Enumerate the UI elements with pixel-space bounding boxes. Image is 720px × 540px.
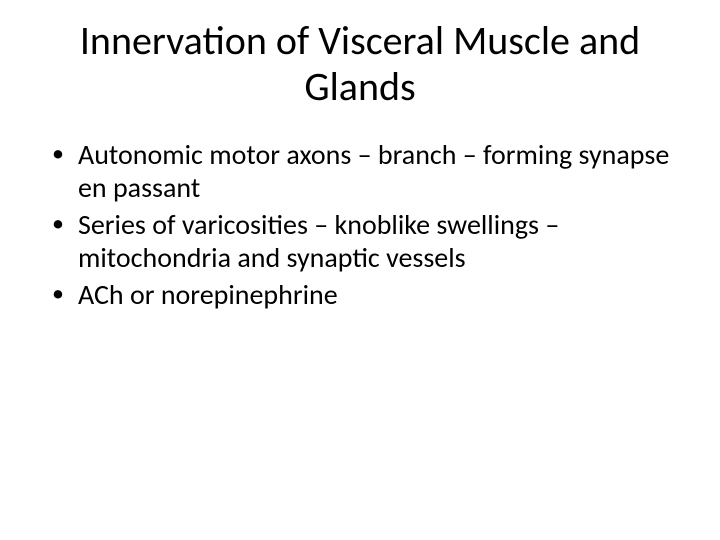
list-item: ACh or norepinephrine bbox=[48, 278, 672, 311]
bullet-list: Autonomic motor axons – branch – forming… bbox=[48, 138, 672, 311]
list-item: Series of varicosities – knoblike swelli… bbox=[48, 208, 672, 274]
list-item: Autonomic motor axons – branch – forming… bbox=[48, 138, 672, 204]
slide-body: Autonomic motor axons – branch – forming… bbox=[0, 110, 720, 311]
slide: Innervation of Visceral Muscle and Gland… bbox=[0, 0, 720, 540]
slide-title: Innervation of Visceral Muscle and Gland… bbox=[0, 0, 720, 110]
